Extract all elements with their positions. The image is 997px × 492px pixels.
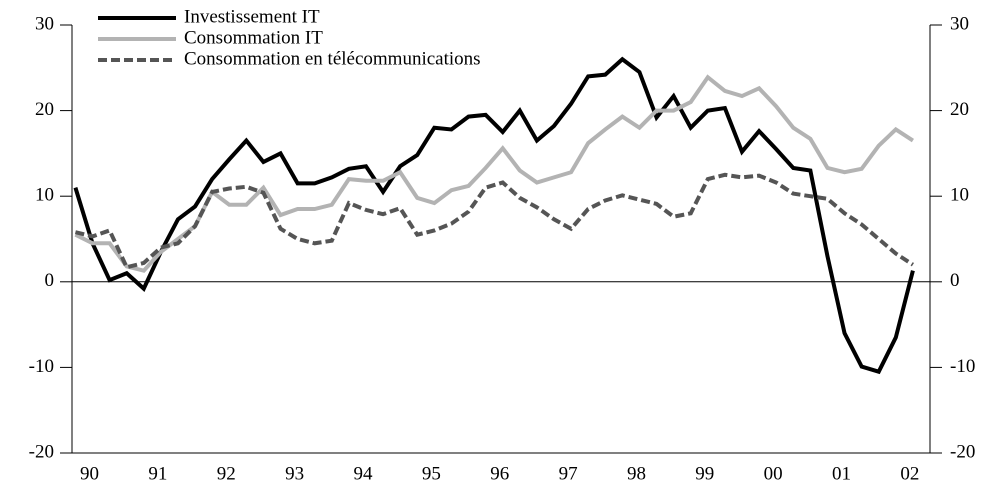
x-tick-label: 90 bbox=[80, 463, 99, 484]
y-tick-label: -10 bbox=[29, 356, 54, 377]
y2-tick-label: -20 bbox=[950, 441, 975, 462]
x-tick-label: 02 bbox=[900, 463, 919, 484]
x-tick-label: 96 bbox=[490, 463, 509, 484]
x-tick-label: 00 bbox=[764, 463, 783, 484]
x-tick-label: 92 bbox=[217, 463, 236, 484]
y2-tick-label: 30 bbox=[950, 13, 969, 34]
y-tick-label: -20 bbox=[29, 441, 54, 462]
x-tick-label: 93 bbox=[285, 463, 304, 484]
x-tick-label: 01 bbox=[832, 463, 851, 484]
x-tick-label: 94 bbox=[353, 463, 373, 484]
y2-tick-label: 0 bbox=[950, 270, 960, 291]
series-line bbox=[73, 56, 915, 375]
series-line bbox=[74, 172, 915, 270]
y2-tick-label: 10 bbox=[950, 185, 969, 206]
y-tick-label: 30 bbox=[35, 13, 54, 34]
x-tick-label: 99 bbox=[695, 463, 714, 484]
x-tick-label: 95 bbox=[422, 463, 441, 484]
y2-tick-label: -10 bbox=[950, 356, 975, 377]
legend-label: Investissement IT bbox=[184, 6, 320, 27]
y-tick-label: 0 bbox=[45, 270, 55, 291]
series-line bbox=[74, 74, 915, 273]
x-tick-label: 97 bbox=[559, 463, 578, 484]
y-tick-label: 10 bbox=[35, 185, 54, 206]
legend-label: Consommation IT bbox=[184, 27, 323, 48]
x-tick-label: 91 bbox=[148, 463, 167, 484]
y-tick-label: 20 bbox=[35, 99, 54, 120]
x-tick-label: 98 bbox=[627, 463, 646, 484]
legend-label: Consommation en télécommunications bbox=[184, 48, 481, 69]
y2-tick-label: 20 bbox=[950, 99, 969, 120]
